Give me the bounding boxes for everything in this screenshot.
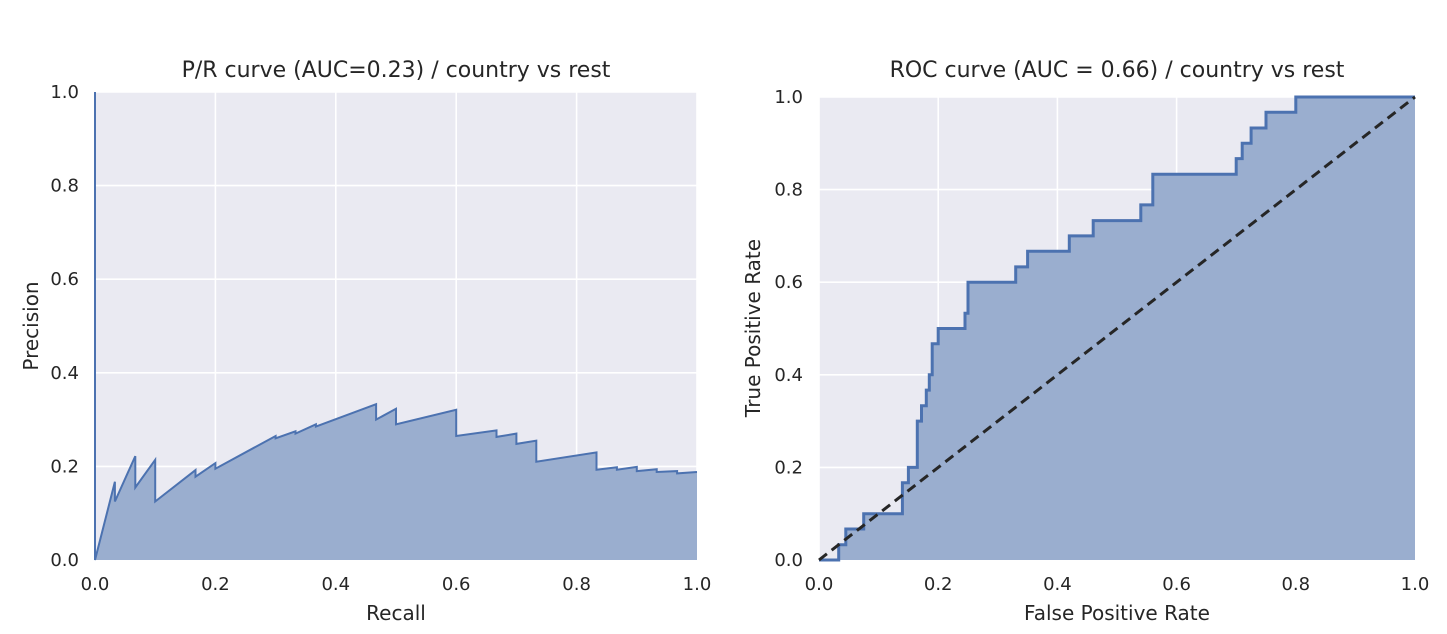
pr-y-ticks: 0.0 0.2 0.4 0.6 0.8 1.0 xyxy=(50,82,79,571)
roc-chance-diagonal xyxy=(818,95,1416,562)
roc-x-axis-label: False Positive Rate xyxy=(1024,601,1210,625)
roc-x-tick-label-4: 0.8 xyxy=(1281,574,1310,595)
roc-curve-panel: 0.0 0.2 0.4 0.6 0.8 1.0 0.0 0.2 0.4 0.6 0.8 1.0 RO… xyxy=(741,58,1429,625)
pr-curve-panel: 0.0 0.2 0.4 0.6 0.8 1.0 0.0 0.2 0.4 0.6 0.8 1.0 P/… xyxy=(19,58,711,625)
roc-y-ticks: 0.0 0.2 0.4 0.6 0.8 1.0 xyxy=(774,87,803,571)
roc-y-tick-label-4: 0.8 xyxy=(774,180,803,201)
roc-x-tick-label-3: 0.6 xyxy=(1162,574,1191,595)
pr-x-axis-label: Recall xyxy=(366,601,426,625)
roc-y-tick-label-3: 0.6 xyxy=(774,272,803,293)
pr-grid xyxy=(94,91,698,561)
roc-x-tick-label-5: 1.0 xyxy=(1401,574,1430,595)
pr-y-tick-label-0: 0.0 xyxy=(50,550,79,571)
pr-x-tick-label-0: 0.0 xyxy=(81,574,110,595)
pr-area-fill xyxy=(95,92,697,560)
pr-y-axis-label: Precision xyxy=(19,281,43,370)
roc-y-tick-label-0: 0.0 xyxy=(774,550,803,571)
roc-y-tick-label-2: 0.4 xyxy=(774,365,803,386)
roc-y-tick-label-5: 1.0 xyxy=(774,87,803,108)
roc-title: ROC curve (AUC = 0.66) / country vs rest xyxy=(890,58,1345,83)
pr-x-tick-label-2: 0.4 xyxy=(321,574,350,595)
pr-y-tick-label-1: 0.2 xyxy=(50,456,79,477)
roc-x-ticks: 0.0 0.2 0.4 0.6 0.8 1.0 xyxy=(805,574,1430,595)
pr-x-tick-label-5: 1.0 xyxy=(683,574,712,595)
roc-y-tick-label-1: 0.2 xyxy=(774,457,803,478)
roc-y-axis-label: True Positive Rate xyxy=(741,239,765,418)
pr-y-tick-label-5: 1.0 xyxy=(50,82,79,103)
pr-y-tick-label-4: 0.8 xyxy=(50,176,79,197)
roc-x-tick-label-1: 0.2 xyxy=(924,574,953,595)
roc-x-tick-label-2: 0.4 xyxy=(1043,574,1072,595)
pr-x-tick-label-3: 0.6 xyxy=(442,574,471,595)
pr-y-tick-label-2: 0.4 xyxy=(50,363,79,384)
pr-y-tick-label-3: 0.6 xyxy=(50,269,79,290)
roc-x-tick-label-0: 0.0 xyxy=(805,574,834,595)
pr-title: P/R curve (AUC=0.23) / country vs rest xyxy=(182,58,611,83)
pr-curve-line xyxy=(94,92,698,561)
pr-x-ticks: 0.0 0.2 0.4 0.6 0.8 1.0 xyxy=(81,574,712,595)
pr-x-tick-label-4: 0.8 xyxy=(562,574,591,595)
pr-x-tick-label-1: 0.2 xyxy=(201,574,230,595)
roc-curve-line xyxy=(819,95,1415,562)
